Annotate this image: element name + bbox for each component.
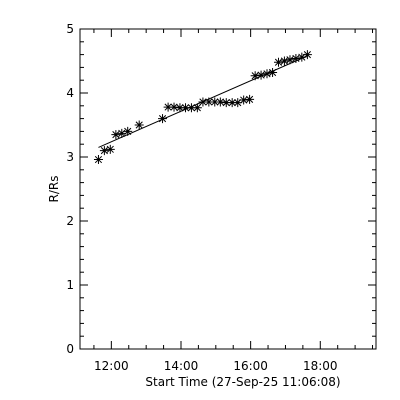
data-point — [210, 97, 220, 107]
data-point — [215, 97, 225, 107]
x-axis-label: Start Time (27-Sep-25 11:06:08) — [145, 375, 340, 389]
data-point — [221, 98, 231, 108]
data-series — [93, 50, 312, 165]
data-point — [279, 56, 289, 66]
data-point — [134, 120, 144, 130]
data-point — [273, 57, 283, 67]
y-axis-label: R/Rs — [47, 176, 61, 203]
data-point — [93, 155, 103, 165]
y-tick-label: 2 — [66, 214, 74, 228]
x-tick-label: 12:00 — [94, 359, 129, 373]
y-tick-label: 4 — [66, 86, 74, 100]
y-tick-label: 1 — [66, 278, 74, 292]
data-point — [268, 68, 278, 78]
data-point — [175, 103, 185, 113]
data-point — [169, 102, 179, 112]
data-point — [105, 144, 115, 154]
y-tick-label: 3 — [66, 150, 74, 164]
data-point — [158, 114, 168, 124]
x-axis-ticks: 12:00 14:00 16:00 18:00 — [93, 29, 374, 373]
x-tick-label: 16:00 — [233, 359, 268, 373]
y-tick-label: 5 — [66, 22, 74, 36]
data-point — [99, 146, 109, 156]
data-point — [198, 97, 208, 107]
data-point — [181, 103, 191, 113]
data-point — [111, 130, 121, 140]
data-point — [245, 94, 255, 104]
data-point — [302, 50, 312, 60]
data-point — [291, 53, 301, 63]
data-point — [117, 128, 127, 138]
data-point — [297, 52, 307, 62]
y-tick-label: 0 — [66, 342, 74, 356]
data-point — [239, 95, 249, 105]
data-point — [227, 98, 237, 108]
data-point — [163, 102, 173, 112]
data-point — [192, 103, 202, 113]
data-point — [233, 98, 243, 108]
data-point — [186, 103, 196, 113]
data-point — [250, 71, 260, 81]
data-point — [285, 55, 295, 65]
data-point — [123, 126, 133, 136]
x-tick-label: 14:00 — [164, 359, 199, 373]
x-tick-label: 18:00 — [303, 359, 338, 373]
data-point — [262, 69, 272, 79]
plot-frame — [79, 28, 377, 350]
data-point — [204, 97, 214, 107]
y-axis-ticks: 0 1 2 3 4 5 — [66, 22, 376, 356]
data-point — [256, 70, 266, 80]
